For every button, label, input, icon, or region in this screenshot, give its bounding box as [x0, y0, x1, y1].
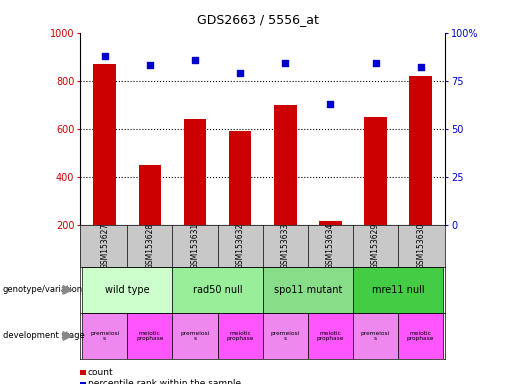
Bar: [319, 221, 341, 225]
Bar: [93, 64, 116, 225]
Text: mre11 null: mre11 null: [372, 285, 424, 295]
Text: GSM153629: GSM153629: [371, 223, 380, 269]
Bar: [409, 76, 432, 225]
Text: count: count: [88, 368, 113, 377]
Point: [100, 53, 109, 59]
Text: genotype/variation: genotype/variation: [3, 285, 83, 295]
Bar: [353, 313, 398, 359]
Point: [236, 70, 244, 76]
Text: premeiosi
s: premeiosi s: [90, 331, 119, 341]
Text: premeiosi
s: premeiosi s: [180, 331, 210, 341]
Text: GDS2663 / 5556_at: GDS2663 / 5556_at: [197, 13, 318, 26]
Text: GSM153627: GSM153627: [100, 223, 109, 269]
Text: meiotic
prophase: meiotic prophase: [407, 331, 434, 341]
Point: [281, 60, 289, 66]
Point: [146, 62, 154, 68]
Bar: [364, 117, 387, 225]
Bar: [229, 131, 251, 225]
Bar: [184, 119, 206, 225]
Bar: [80, 370, 86, 375]
Bar: [173, 267, 263, 313]
Text: meiotic
prophase: meiotic prophase: [226, 331, 254, 341]
Point: [417, 64, 425, 70]
Text: GSM153633: GSM153633: [281, 223, 290, 269]
Text: rad50 null: rad50 null: [193, 285, 243, 295]
Bar: [217, 313, 263, 359]
Bar: [308, 313, 353, 359]
Text: meiotic
prophase: meiotic prophase: [317, 331, 344, 341]
Bar: [80, 382, 86, 384]
Text: GSM153634: GSM153634: [326, 223, 335, 269]
Polygon shape: [63, 332, 72, 340]
Bar: [263, 267, 353, 313]
Bar: [127, 313, 173, 359]
Bar: [353, 267, 443, 313]
Bar: [82, 313, 127, 359]
Text: spo11 mutant: spo11 mutant: [273, 285, 342, 295]
Text: development stage: development stage: [3, 331, 84, 341]
Point: [326, 101, 334, 107]
Point: [191, 56, 199, 63]
Text: premeiosi
s: premeiosi s: [270, 331, 300, 341]
Text: GSM153632: GSM153632: [235, 223, 245, 269]
Polygon shape: [63, 286, 72, 294]
Bar: [139, 165, 161, 225]
Text: GSM153630: GSM153630: [416, 223, 425, 269]
Text: GSM153631: GSM153631: [191, 223, 199, 269]
Text: GSM153628: GSM153628: [145, 223, 154, 269]
Bar: [263, 313, 308, 359]
Point: [371, 60, 380, 66]
Text: wild type: wild type: [105, 285, 149, 295]
Bar: [274, 105, 297, 225]
Text: meiotic
prophase: meiotic prophase: [136, 331, 164, 341]
Bar: [398, 313, 443, 359]
Bar: [82, 267, 173, 313]
Text: premeiosi
s: premeiosi s: [361, 331, 390, 341]
Bar: [173, 313, 217, 359]
Text: percentile rank within the sample: percentile rank within the sample: [88, 379, 241, 384]
